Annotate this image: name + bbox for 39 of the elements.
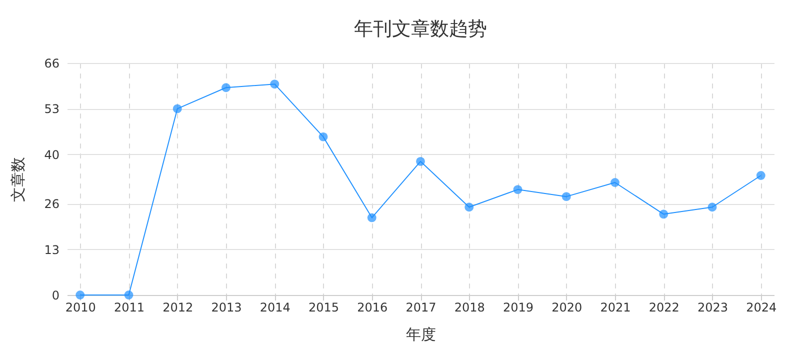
point xyxy=(367,213,376,222)
point xyxy=(708,202,717,212)
x-tick-label: 2011 xyxy=(114,300,145,314)
y-tick-label: 53 xyxy=(44,102,60,116)
point xyxy=(610,178,620,187)
point xyxy=(76,290,85,300)
x-tick-label: 2018 xyxy=(454,300,485,314)
x-tick-label: 2021 xyxy=(600,300,631,314)
x-tick-label: 2023 xyxy=(697,300,728,314)
y-tick-label: 26 xyxy=(44,197,60,212)
point xyxy=(318,132,328,142)
point xyxy=(416,156,425,166)
x-tick-label: 2013 xyxy=(211,300,242,314)
chart-title: 年刊文章数趋势 xyxy=(354,18,487,40)
point xyxy=(513,185,522,194)
y-axis-title: 文章数 xyxy=(9,157,28,202)
point xyxy=(756,171,766,180)
x-tick-label: 2019 xyxy=(502,300,534,314)
x-tick-label: 2012 xyxy=(162,300,194,314)
y-tick-label: 0 xyxy=(52,288,60,302)
x-tick-label: 2010 xyxy=(65,300,96,314)
x-tick-label: 2017 xyxy=(406,300,436,314)
point xyxy=(222,83,230,92)
x-tick-label: 2014 xyxy=(260,300,290,314)
point xyxy=(562,192,571,202)
y-tick-label: 66 xyxy=(44,56,60,70)
x-tick-label: 2024 xyxy=(746,300,777,314)
point xyxy=(270,80,280,89)
x-tick-label: 2022 xyxy=(648,300,680,314)
y-tick-label: 13 xyxy=(44,242,60,257)
point xyxy=(659,210,668,219)
x-axis-title: 年度 xyxy=(406,326,436,344)
point xyxy=(124,290,134,300)
x-tick-label: 2016 xyxy=(357,300,388,314)
x-tick-label: 2015 xyxy=(308,300,340,314)
point xyxy=(464,202,474,212)
y-tick-label: 40 xyxy=(44,148,60,162)
point xyxy=(172,104,182,114)
x-tick-label: 2020 xyxy=(552,300,582,314)
